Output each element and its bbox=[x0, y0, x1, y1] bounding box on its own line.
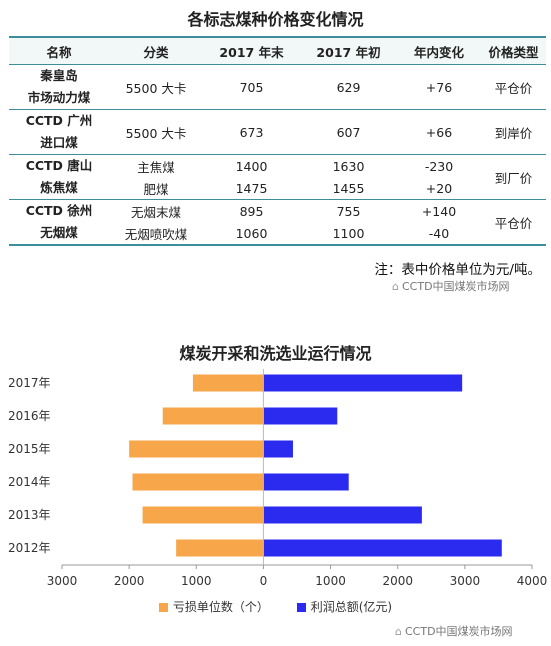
bar-loss bbox=[176, 539, 264, 557]
table-row: CCTD 唐山 炼焦煤 主焦煤 1400 1630 -230 到厂价 bbox=[9, 154, 546, 200]
x-tick-label: 2000 bbox=[114, 574, 145, 588]
cell-change: -230 bbox=[424, 158, 454, 174]
legend-item: 利润总额(亿元) bbox=[296, 598, 393, 615]
bar-profit bbox=[263, 440, 293, 458]
watermark-text: CCTD中国煤炭市场网 bbox=[401, 280, 510, 293]
bar-loss bbox=[142, 506, 264, 524]
bar-profit bbox=[263, 506, 422, 524]
legend-label: 亏损单位数（个） bbox=[172, 600, 269, 614]
y-tick-label: 2016年 bbox=[8, 409, 51, 423]
x-tick-label: 3000 bbox=[47, 574, 78, 588]
cell-price-type: 平仓价 bbox=[481, 64, 546, 110]
cell-start-price: 755 bbox=[336, 203, 361, 219]
x-tick-label: 1000 bbox=[181, 574, 212, 588]
watermark: ⌂ CCTD中国煤炭市场网 bbox=[395, 623, 513, 639]
x-tick-label: 4000 bbox=[517, 574, 548, 588]
y-tick-label: 2014年 bbox=[8, 475, 51, 489]
cell-change: +76 bbox=[397, 64, 481, 110]
cell-start-price: 629 bbox=[300, 64, 397, 110]
bar-chart: 2017年 2016年 2015年 2014年 2013年 2012年 3000 2000 10… bbox=[8, 369, 548, 588]
table-note: 注：表中价格单位为元/吨。 bbox=[374, 262, 541, 278]
watermark-text: CCTD中国煤炭市场网 bbox=[404, 625, 513, 638]
cell-end-price: 1060 bbox=[235, 225, 268, 241]
bar-profit bbox=[263, 473, 349, 491]
y-tick-label: 2012年 bbox=[8, 541, 51, 555]
header-category: 分类 bbox=[109, 37, 203, 65]
cell-price-type: 到厂价 bbox=[481, 154, 546, 200]
row-name-line: CCTD 徐州 bbox=[25, 203, 93, 218]
cell-end-price: 673 bbox=[203, 109, 300, 155]
table-title: 各标志煤种价格变化情况 bbox=[187, 10, 364, 29]
cell-price-type: 到岸价 bbox=[481, 109, 546, 155]
cell-category: 无烟末煤 bbox=[130, 204, 181, 220]
chart-title: 煤炭开采和洗选业运行情况 bbox=[179, 344, 372, 363]
row-name-line: 炼焦煤 bbox=[40, 180, 78, 195]
bar-loss bbox=[162, 407, 264, 425]
cell-end-price: 705 bbox=[203, 64, 300, 110]
x-tick-label: 1000 bbox=[315, 574, 346, 588]
cell-category: 主焦煤 bbox=[137, 159, 175, 175]
bar-profit bbox=[263, 407, 338, 425]
row-name-line: 市场动力煤 bbox=[27, 90, 91, 105]
wechat-icon: ⌂ bbox=[392, 280, 399, 293]
bar-profit bbox=[263, 539, 502, 557]
cell-start-price: 1630 bbox=[332, 158, 365, 174]
wechat-icon: ⌂ bbox=[395, 625, 402, 638]
legend-label: 利润总额(亿元) bbox=[310, 600, 393, 614]
cell-change: +20 bbox=[397, 177, 481, 200]
table-row: CCTD 广州 进口煤 5500 大卡 673 607 +66 到岸价 bbox=[9, 109, 546, 155]
row-name-line: 无烟煤 bbox=[40, 225, 78, 240]
row-name-line: CCTD 广州 bbox=[25, 113, 93, 128]
header-start-2017: 2017 年初 bbox=[300, 37, 397, 65]
row-name-line: 进口煤 bbox=[40, 135, 78, 150]
x-tick-label: 2000 bbox=[382, 574, 413, 588]
cell-category: 5500 大卡 bbox=[109, 64, 203, 110]
x-tick-label: 3000 bbox=[450, 574, 481, 588]
cell-change: +66 bbox=[397, 109, 481, 155]
cell-category: 肥煤 bbox=[109, 177, 203, 200]
row-name: CCTD 唐山 炼焦煤 bbox=[9, 154, 109, 200]
table-row: 肥煤 1475 1455 +20 bbox=[9, 177, 546, 200]
header-name: 名称 bbox=[9, 37, 109, 65]
header-price-type: 价格类型 bbox=[481, 37, 546, 65]
bar-profit bbox=[263, 374, 463, 392]
bar-loss bbox=[192, 374, 264, 392]
row-name: 秦皇岛 市场动力煤 bbox=[9, 64, 109, 110]
bar-loss bbox=[129, 440, 264, 458]
cell-change: +140 bbox=[421, 203, 457, 219]
row-name-line: 秦皇岛 bbox=[40, 68, 78, 83]
cell-start-price: 1100 bbox=[332, 225, 365, 241]
y-tick-label: 2015年 bbox=[8, 442, 51, 456]
header-change: 年内变化 bbox=[397, 37, 481, 65]
table-header-row: 名称 分类 2017 年末 2017 年初 年内变化 价格类型 bbox=[9, 37, 546, 65]
cell-end-price: 1475 bbox=[203, 177, 300, 200]
cell-start-price: 607 bbox=[300, 109, 397, 155]
header-end-2017: 2017 年末 bbox=[203, 37, 300, 65]
row-name-line: CCTD 唐山 bbox=[25, 158, 93, 173]
y-tick-label: 2013年 bbox=[8, 508, 51, 522]
legend-swatch-profit bbox=[296, 603, 306, 612]
legend-item: 亏损单位数（个） bbox=[158, 598, 269, 615]
table-row: 秦皇岛 市场动力煤 5500 大卡 705 629 +76 平仓价 bbox=[9, 64, 546, 110]
chart-legend: 亏损单位数（个） 利润总额(亿元) bbox=[0, 598, 551, 615]
cell-price-type: 平仓价 bbox=[494, 215, 533, 231]
x-tick-label: 0 bbox=[260, 574, 268, 588]
cell-end-price: 895 bbox=[239, 203, 264, 219]
price-table: 名称 分类 2017 年末 2017 年初 年内变化 价格类型 秦皇岛 市场动力… bbox=[9, 36, 546, 246]
y-tick-label: 2017年 bbox=[8, 376, 51, 390]
cell-end-price: 1400 bbox=[235, 158, 268, 174]
table-row: 无烟喷吹煤 1060 1100 -40 bbox=[9, 222, 546, 245]
legend-swatch-loss bbox=[158, 603, 168, 612]
cell-start-price: 1455 bbox=[300, 177, 397, 200]
cell-category: 5500 大卡 bbox=[109, 109, 203, 155]
cell-category: 无烟喷吹煤 bbox=[124, 226, 188, 242]
watermark: ⌂ CCTD中国煤炭市场网 bbox=[392, 278, 510, 294]
cell-change: -40 bbox=[428, 225, 450, 241]
row-name: CCTD 广州 进口煤 bbox=[9, 109, 109, 155]
table-row: CCTD 徐州 无烟煤 无烟末煤 895 755 +140 平仓价 bbox=[9, 200, 546, 240]
bar-loss bbox=[132, 473, 264, 491]
row-name: CCTD 徐州 无烟煤 bbox=[9, 200, 109, 246]
